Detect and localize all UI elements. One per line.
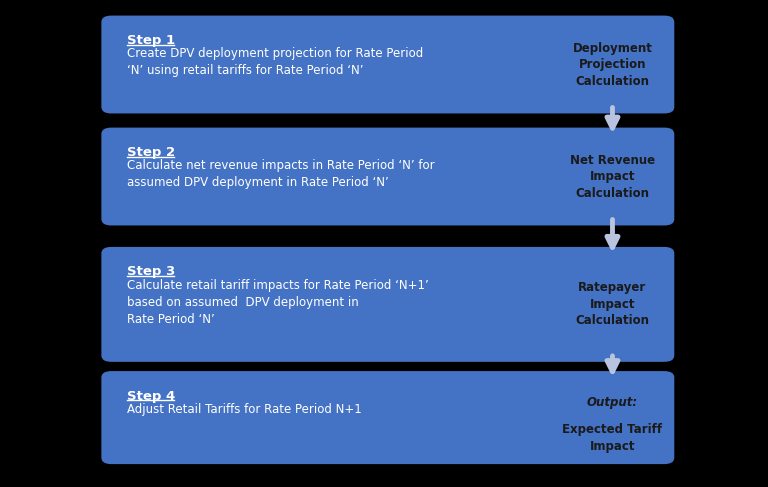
Text: Calculate retail tariff impacts for Rate Period ‘N+1’
based on assumed  DPV depl: Calculate retail tariff impacts for Rate… xyxy=(127,279,429,326)
FancyBboxPatch shape xyxy=(101,371,674,464)
FancyBboxPatch shape xyxy=(101,16,674,113)
Text: Net Revenue
Impact
Calculation: Net Revenue Impact Calculation xyxy=(570,153,655,200)
Text: Output:: Output: xyxy=(587,396,638,410)
Text: Create DPV deployment projection for Rate Period
‘N’ using retail tariffs for Ra: Create DPV deployment projection for Rat… xyxy=(127,47,423,77)
Text: Deployment
Projection
Calculation: Deployment Projection Calculation xyxy=(572,41,653,88)
FancyBboxPatch shape xyxy=(101,247,674,362)
Text: Step 3: Step 3 xyxy=(127,265,175,279)
Text: Step 1: Step 1 xyxy=(127,34,175,47)
Text: Calculate net revenue impacts in Rate Period ‘N’ for
assumed DPV deployment in R: Calculate net revenue impacts in Rate Pe… xyxy=(127,159,435,189)
Text: Ratepayer
Impact
Calculation: Ratepayer Impact Calculation xyxy=(575,281,650,327)
Text: Step 2: Step 2 xyxy=(127,146,175,159)
Text: Step 4: Step 4 xyxy=(127,390,175,403)
Text: Adjust Retail Tariffs for Rate Period N+1: Adjust Retail Tariffs for Rate Period N+… xyxy=(127,403,362,416)
Text: Expected Tariff
Impact: Expected Tariff Impact xyxy=(562,423,663,453)
FancyBboxPatch shape xyxy=(101,128,674,225)
